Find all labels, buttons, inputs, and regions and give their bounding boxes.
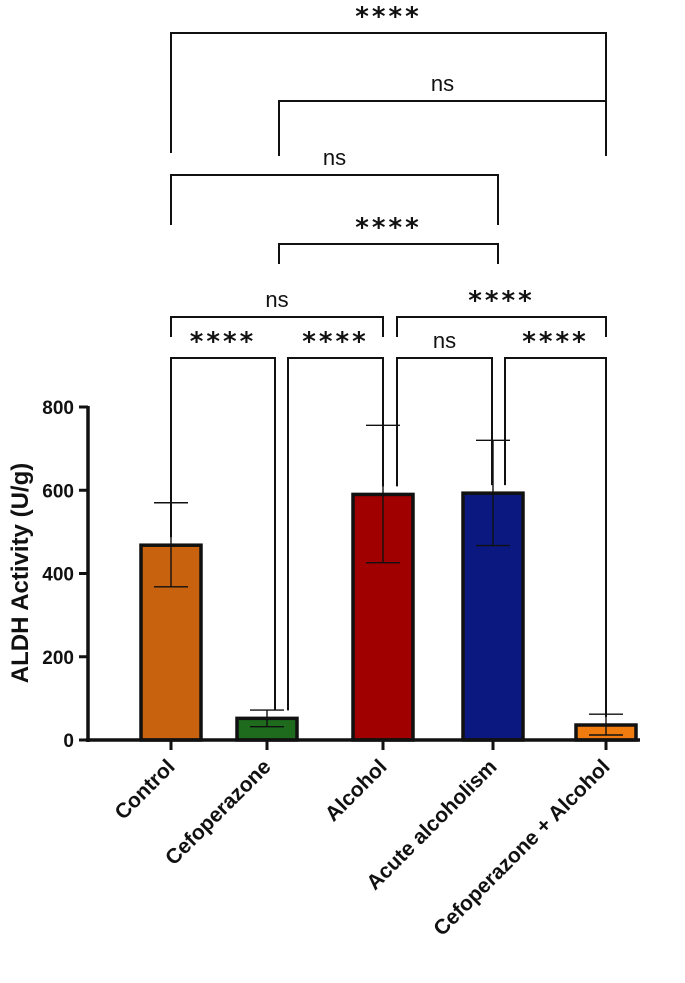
significance-brackets: **** **** ns **** ns **** **** ns ns ****: [170, 2, 607, 718]
significance-bracket: [396, 357, 493, 487]
x-category-label: Alcohol: [321, 755, 392, 826]
y-tick-label: 200: [42, 648, 74, 669]
significance-bracket: [504, 357, 607, 718]
y-axis-label: ALDH Activity (U/g): [7, 463, 34, 683]
significance-label: ns: [265, 287, 288, 312]
significance-label: ns: [431, 71, 454, 96]
significance-label: ns: [433, 328, 456, 353]
significance-bracket: [170, 174, 499, 225]
significance-bracket: [170, 357, 276, 711]
bars: [139, 491, 638, 742]
significance-bracket: [278, 243, 499, 264]
significance-bracket: [170, 316, 384, 337]
significance-label: ****: [355, 213, 421, 243]
y-tick-label: 600: [42, 481, 74, 502]
y-tick-label: 800: [42, 398, 74, 419]
significance-label: ****: [355, 2, 421, 32]
significance-bracket: [287, 357, 384, 711]
significance-label: ns: [323, 145, 346, 170]
significance-label: ****: [468, 286, 534, 316]
y-tick-label: 0: [63, 731, 74, 752]
significance-bracket: [170, 32, 607, 153]
significance-label: ****: [302, 327, 368, 357]
significance-label: ****: [190, 327, 256, 357]
error-bars: [154, 424, 623, 736]
significance-label: ****: [522, 327, 588, 357]
y-tick-label: 400: [42, 565, 74, 586]
x-category-label: Control: [110, 755, 179, 824]
significance-bracket: [396, 316, 607, 337]
